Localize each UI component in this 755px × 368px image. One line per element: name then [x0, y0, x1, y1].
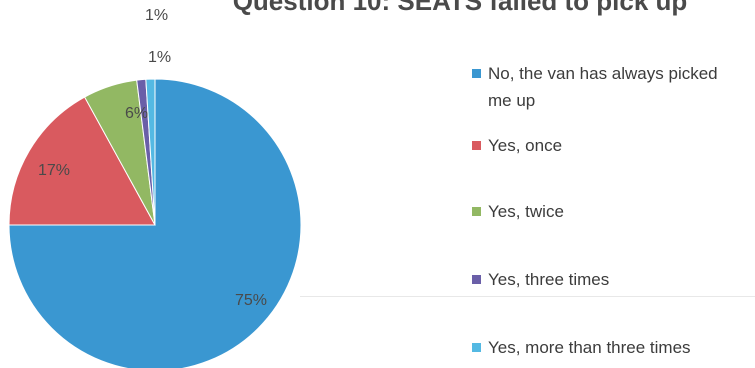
slice-data-label: 1% [145, 7, 168, 24]
legend-label: No, the van has always picked me up [488, 64, 718, 110]
legend-item: Yes, three times [472, 266, 738, 293]
slice-data-label: 17% [38, 162, 70, 179]
legend-swatch [472, 207, 481, 216]
legend-swatch [472, 141, 481, 150]
pie-slice [145, 78, 156, 226]
legend-label: Yes, three times [488, 270, 610, 289]
slice-data-label: 1% [148, 49, 171, 66]
chart-title: Question 10: SEATS failed to pick up [232, 0, 688, 16]
legend-item: Yes, more than three times [472, 334, 738, 361]
slice-data-label: 75% [235, 292, 267, 309]
divider [300, 296, 755, 297]
legend-swatch [472, 69, 481, 78]
legend-item: Yes, once [472, 132, 738, 159]
legend-label: Yes, twice [488, 202, 564, 221]
legend-item: Yes, twice [472, 198, 738, 225]
legend-swatch [472, 275, 481, 284]
legend-label: Yes, once [488, 136, 563, 155]
legend-swatch [472, 343, 481, 352]
slice-data-label: 6% [125, 105, 148, 122]
legend-label: Yes, more than three times [488, 338, 691, 357]
legend-item: No, the van has always picked me up [472, 60, 738, 114]
pie-slice [8, 96, 156, 226]
